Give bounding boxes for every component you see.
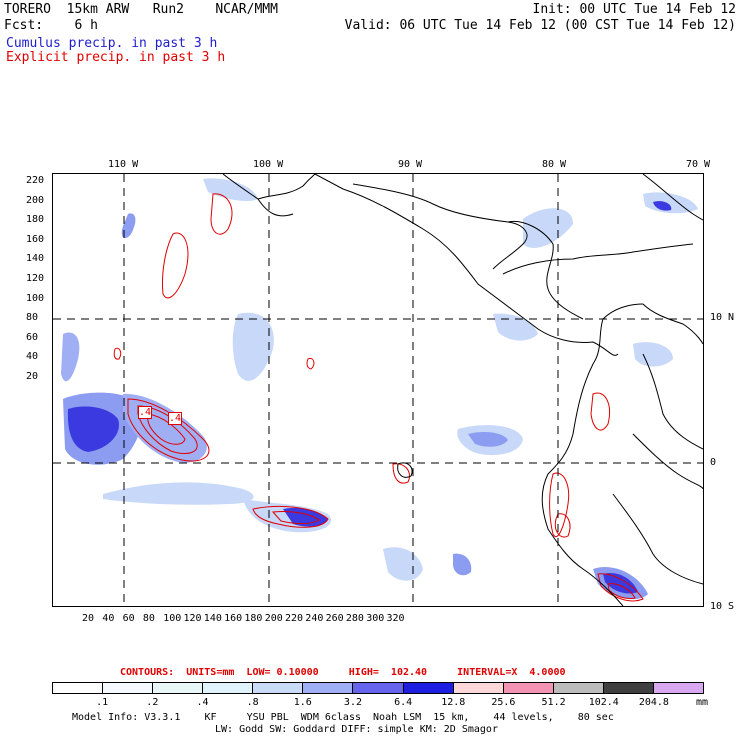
y-tick-label: 160: [26, 233, 45, 245]
colorbar-label: 12.8: [441, 697, 466, 708]
colorbar-swatch: [253, 683, 304, 693]
y-tick-label: 20: [26, 371, 39, 382]
y-tick-label: 220: [26, 175, 45, 186]
y-tick-label: 40: [26, 351, 39, 363]
lat-label-10n: 10 N: [710, 312, 735, 323]
colorbar-swatch: [553, 683, 604, 693]
lat-label-equator: 0: [710, 457, 717, 468]
contour-label-1: .4: [138, 406, 153, 419]
legend-explicit: Explicit precip. in past 3 h: [6, 50, 226, 65]
x-tick-label: 180: [244, 613, 263, 624]
y-tick-label: 80: [26, 312, 39, 324]
colorbar-label: 1.6: [293, 697, 312, 708]
run-title: TORERO 15km ARW Run2 NCAR/MMM: [4, 2, 278, 17]
lat-label-10s: 10 S: [710, 601, 735, 612]
y-tick-label: 180: [26, 214, 45, 226]
x-tick-label: 60: [122, 613, 135, 624]
contour-label-2: .4: [168, 412, 183, 425]
colorbar-swatch: [303, 683, 354, 693]
colorbar-swatch: [153, 683, 204, 693]
colorbar-swatch: [53, 683, 104, 693]
coastlines: [222, 174, 703, 606]
lon-label-90w: 90 W: [398, 159, 423, 170]
precip-map: .4 .4: [52, 173, 704, 607]
colorbar-swatch: [103, 683, 154, 693]
x-tick-label: 40: [102, 613, 115, 624]
y-tick-label: 140: [26, 253, 45, 265]
colorbar-swatch: [603, 683, 654, 693]
lat-lon-grid: [53, 174, 703, 606]
x-tick-label: 80: [142, 613, 155, 624]
x-tick-label: 220: [285, 613, 304, 624]
x-tick-label: 120: [183, 613, 202, 624]
lon-label-110w: 110 W: [108, 159, 139, 170]
lon-label-70w: 70 W: [686, 159, 711, 170]
physics-info: LW: Godd SW: Goddard DIFF: simple KM: 2D…: [215, 724, 498, 735]
y-tick-label: 100: [26, 292, 45, 304]
lon-label-80w: 80 W: [542, 159, 567, 170]
contour-info: CONTOURS: UNITS=mm LOW= 0.10000 HIGH= 10…: [120, 667, 566, 678]
map-canvas: [53, 174, 703, 606]
x-tick-label: 260: [325, 613, 344, 624]
colorbar-label: 204.8: [638, 697, 669, 708]
colorbar-label: .1: [96, 697, 109, 708]
x-tick-label: 140: [203, 613, 222, 624]
x-tick-label: 20: [82, 613, 95, 624]
colorbar-label: 51.2: [541, 697, 566, 708]
lon-label-100w: 100 W: [253, 159, 284, 170]
precip-colorbar: [52, 682, 704, 694]
colorbar-swatch: [353, 683, 404, 693]
colorbar-label: .8: [246, 697, 259, 708]
explicit-precip-contours: [113, 193, 644, 602]
colorbar-unit: mm: [696, 697, 709, 708]
colorbar-label: 6.4: [394, 697, 413, 708]
colorbar-swatch: [653, 683, 704, 693]
colorbar-label: 3.2: [343, 697, 362, 708]
colorbar-swatch: [503, 683, 554, 693]
colorbar-swatch: [403, 683, 454, 693]
colorbar-label: 25.6: [491, 697, 516, 708]
colorbar-swatch: [453, 683, 504, 693]
valid-time: Valid: 06 UTC Tue 14 Feb 12 (00 CST Tue …: [344, 18, 736, 33]
x-tick-label: 300: [366, 613, 385, 624]
x-tick-label: 160: [224, 613, 243, 624]
y-tick-label: 200: [26, 194, 45, 206]
forecast-hour: Fcst: 6 h: [4, 18, 98, 33]
x-tick-label: 280: [345, 613, 364, 624]
cumulus-precip-areas: [61, 178, 698, 600]
y-tick-label: 60: [26, 331, 39, 343]
x-tick-label: 320: [386, 613, 405, 624]
x-tick-label: 200: [264, 613, 283, 624]
legend-cumulus: Cumulus precip. in past 3 h: [6, 36, 218, 51]
init-time: Init: 00 UTC Tue 14 Feb 12: [532, 2, 737, 17]
x-tick-label: 240: [305, 613, 324, 624]
y-tick-label: 120: [26, 273, 45, 284]
colorbar-label: 102.4: [588, 697, 619, 708]
model-info: Model Info: V3.3.1 KF YSU PBL WDM 6class…: [72, 712, 614, 723]
colorbar-label: .4: [196, 697, 209, 708]
colorbar-label: .2: [146, 697, 159, 708]
colorbar-swatch: [203, 683, 254, 693]
x-tick-label: 100: [163, 613, 182, 624]
